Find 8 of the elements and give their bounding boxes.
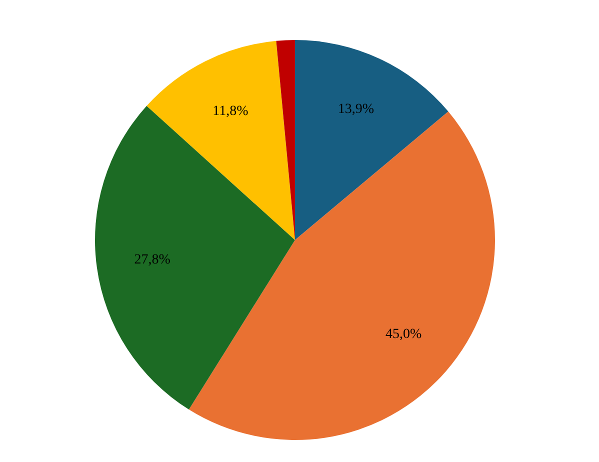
data-label: 13,9% [338,102,374,118]
data-label: 11,8% [212,104,249,119]
data-label: 45,0% [386,327,422,342]
pie-slice [295,40,448,240]
pie-slice [146,40,295,240]
data-label: 27,8% [134,252,171,268]
pie-slice [95,106,295,410]
pie-slice [276,40,295,240]
